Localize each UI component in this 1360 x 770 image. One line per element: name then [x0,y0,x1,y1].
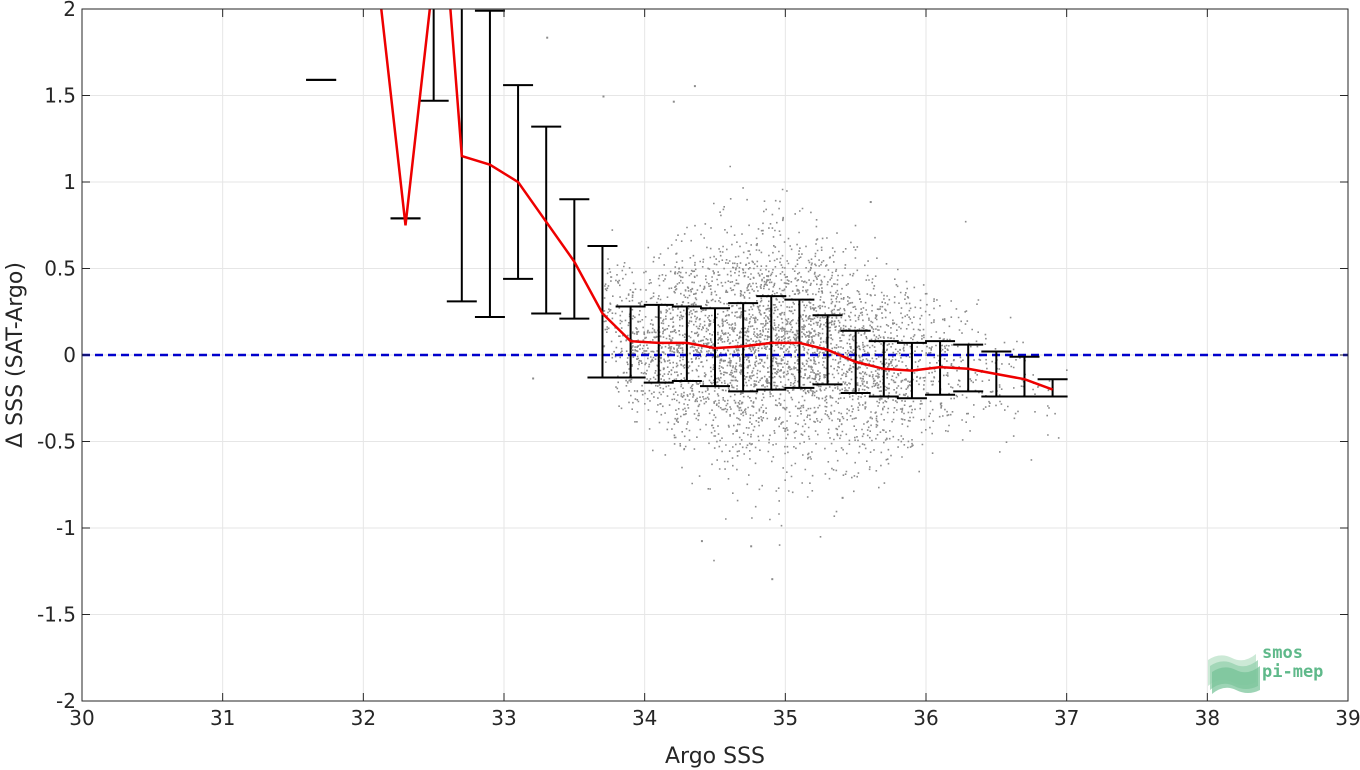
y-tick-label: -0.5 [37,430,76,454]
scatter-outlier [532,377,535,380]
x-tick-label: 34 [632,706,657,730]
scatter-outlier [672,100,675,103]
error-bar [559,198,590,320]
logo-text: smos pi-mep [1262,644,1323,682]
smos-pi-mep-logo [1206,640,1346,696]
x-tick-label: 32 [351,706,376,730]
mean-line-path [380,9,1054,391]
y-tick-label: 2 [63,0,76,21]
y-tick-label: 0.5 [44,257,76,281]
y-tick-label: 1.5 [44,84,76,108]
y-axis-ticks: -2 -1.5 -1 -0.5 0 0.5 1 1.5 2 [37,0,1348,713]
x-tick-label: 37 [1054,706,1079,730]
x-tick-label: 38 [1195,706,1220,730]
x-tick-label: 33 [491,706,516,730]
mean-line [380,9,1054,391]
y-tick-label: 0 [63,343,76,367]
x-tick-label: 35 [773,706,798,730]
x-tick-label: 31 [210,706,235,730]
error-bar [1037,378,1068,398]
logo-line-smos: smos [1262,643,1303,663]
error-bar [1009,355,1040,398]
x-axis-label: Argo SSS [665,744,765,769]
scatter-outlier [700,540,703,543]
y-tick-label: 1 [63,170,76,194]
x-tick-label: 36 [913,706,938,730]
x-axis-ticks: 30 31 32 33 34 35 36 37 38 39 [69,9,1360,730]
scatter-outlier [546,36,549,39]
x-tick-label: 39 [1335,706,1360,730]
y-axis-label: Δ SSS (SAT-Argo) [3,262,28,448]
y-tick-label: -1 [56,516,76,540]
y-tick-label: -2 [56,689,76,713]
scatter-outlier [693,85,696,88]
wave-logo-icon [1208,654,1260,694]
error-bar [446,9,477,303]
scatter-outlier [602,95,605,98]
scatter-outlier [771,578,774,581]
scatter-outlier [750,545,753,548]
scatter-outlier [841,496,844,499]
error-bar [418,9,449,102]
scatter-outlier [869,201,872,204]
logo-line-pimep: pi-mep [1262,662,1324,682]
scatter-points [532,36,1068,581]
x-tick-label: 30 [69,706,94,730]
y-tick-label: -1.5 [37,603,76,627]
